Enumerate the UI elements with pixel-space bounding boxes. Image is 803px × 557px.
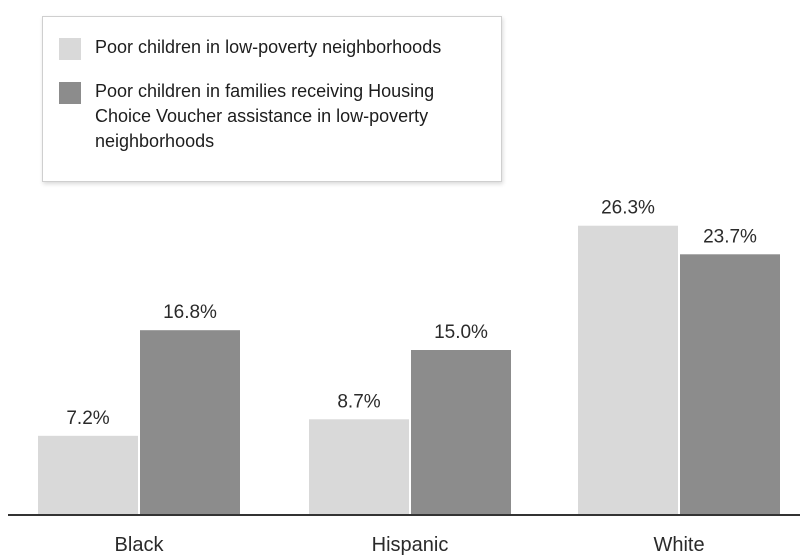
value-label-black-series-2: 16.8% (163, 302, 217, 323)
legend-swatch-low-poverty (59, 38, 81, 60)
category-label-black: Black (115, 534, 165, 556)
legend-item-low-poverty: Poor children in low-poverty neighborhoo… (59, 35, 475, 60)
bar-black-series-2 (140, 330, 240, 515)
bar-black-series-1 (38, 435, 138, 515)
value-label-white-series-2: 23.7% (703, 226, 757, 247)
bar-hispanic-series-2 (411, 350, 511, 515)
bars-group (38, 225, 780, 516)
bar-hispanic-series-1 (309, 419, 409, 515)
legend-label-voucher: Poor children in families receiving Hous… (95, 81, 435, 151)
bar-white-series-1 (578, 225, 678, 515)
legend: Poor children in low-poverty neighborhoo… (42, 16, 502, 182)
category-label-white: White (653, 534, 704, 556)
value-label-hispanic-series-1: 8.7% (337, 391, 380, 412)
legend-item-voucher: Poor children in families receiving Hous… (59, 79, 475, 154)
legend-label-low-poverty: Poor children in low-poverty neighborhoo… (95, 37, 442, 57)
value-label-hispanic-series-2: 15.0% (434, 322, 488, 343)
value-labels-group: 7.2% 16.8% 8.7% 15.0% 26.3% 23.7% (66, 198, 757, 429)
legend-swatch-voucher (59, 82, 81, 104)
bar-white-series-2 (680, 254, 780, 516)
category-labels-group: Black Hispanic White (115, 534, 705, 556)
category-label-hispanic: Hispanic (372, 534, 449, 556)
value-label-white-series-1: 26.3% (601, 198, 655, 219)
value-label-black-series-1: 7.2% (66, 408, 109, 429)
